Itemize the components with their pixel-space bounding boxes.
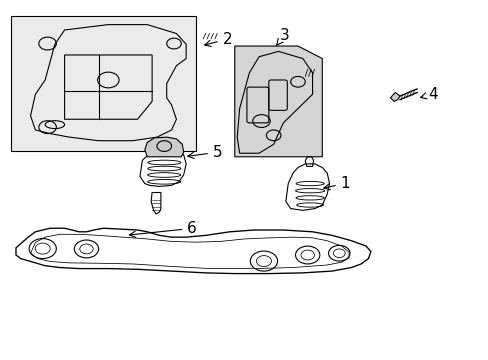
Text: 1: 1 <box>323 176 350 191</box>
Polygon shape <box>389 93 399 102</box>
Polygon shape <box>234 46 322 157</box>
Text: 3: 3 <box>276 28 289 45</box>
FancyBboxPatch shape <box>11 16 196 152</box>
Text: 5: 5 <box>187 145 222 160</box>
Polygon shape <box>144 137 183 157</box>
Text: 6: 6 <box>129 221 197 237</box>
Text: 4: 4 <box>420 86 437 102</box>
Text: 2: 2 <box>204 32 232 46</box>
